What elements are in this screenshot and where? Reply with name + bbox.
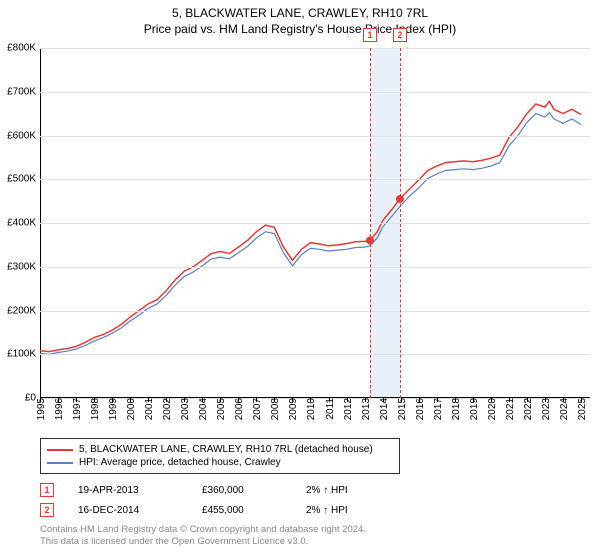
y-gridline xyxy=(40,311,590,312)
x-tick xyxy=(509,398,510,402)
legend-item: 5, BLACKWATER LANE, CRAWLEY, RH10 7RL (d… xyxy=(47,443,393,456)
sale-flag: 2 xyxy=(393,28,407,42)
footer-line: This data is licensed under the Open Gov… xyxy=(40,536,366,548)
x-tick xyxy=(347,398,348,402)
sale-date: 16-DEC-2014 xyxy=(78,505,178,516)
y-tick-label: £500K xyxy=(0,174,36,185)
chart-container: 5, BLACKWATER LANE, CRAWLEY, RH10 7RL Pr… xyxy=(0,0,600,560)
sale-vline xyxy=(400,48,401,398)
x-tick xyxy=(329,398,330,402)
x-tick xyxy=(527,398,528,402)
chart-title: 5, BLACKWATER LANE, CRAWLEY, RH10 7RL xyxy=(0,0,600,20)
x-tick xyxy=(238,398,239,402)
x-tick xyxy=(563,398,564,402)
sale-hpi-note: 2% ↑ HPI xyxy=(306,485,386,496)
x-tick xyxy=(401,398,402,402)
attribution-footer: Contains HM Land Registry data © Crown c… xyxy=(40,524,366,549)
y-gridline xyxy=(40,179,590,180)
sale-row-flag: 1 xyxy=(40,483,54,497)
sale-price: £360,000 xyxy=(202,485,282,496)
y-gridline xyxy=(40,48,590,49)
sales-table: 1 19-APR-2013 £360,000 2% ↑ HPI 2 16-DEC-2014… xyxy=(40,480,386,520)
footer-line: Contains HM Land Registry data © Crown c… xyxy=(40,524,366,536)
sale-row: 1 19-APR-2013 £360,000 2% ↑ HPI xyxy=(40,480,386,500)
legend: 5, BLACKWATER LANE, CRAWLEY, RH10 7RL (d… xyxy=(40,438,400,474)
legend-label: 5, BLACKWATER LANE, CRAWLEY, RH10 7RL (d… xyxy=(79,444,373,455)
y-tick-label: £200K xyxy=(0,305,36,316)
sale-hpi-note: 2% ↑ HPI xyxy=(306,505,386,516)
x-tick xyxy=(545,398,546,402)
legend-label: HPI: Average price, detached house, Craw… xyxy=(79,457,281,468)
x-tick xyxy=(220,398,221,402)
x-tick xyxy=(148,398,149,402)
y-gridline xyxy=(40,92,590,93)
x-tick xyxy=(292,398,293,402)
x-tick xyxy=(310,398,311,402)
series-hpi xyxy=(40,113,581,354)
sale-price: £455,000 xyxy=(202,505,282,516)
y-tick-label: £300K xyxy=(0,261,36,272)
y-tick-label: £800K xyxy=(0,43,36,54)
chart-subtitle: Price paid vs. HM Land Registry's House … xyxy=(0,20,600,36)
x-tick xyxy=(419,398,420,402)
y-tick-label: £700K xyxy=(0,86,36,97)
legend-item: HPI: Average price, detached house, Craw… xyxy=(47,456,393,469)
x-tick xyxy=(58,398,59,402)
x-tick xyxy=(491,398,492,402)
legend-swatch xyxy=(47,462,73,464)
x-tick xyxy=(383,398,384,402)
x-tick xyxy=(184,398,185,402)
x-tick xyxy=(455,398,456,402)
x-tick xyxy=(365,398,366,402)
x-tick xyxy=(76,398,77,402)
y-tick-label: £400K xyxy=(0,218,36,229)
x-tick xyxy=(130,398,131,402)
x-tick xyxy=(112,398,113,402)
x-tick xyxy=(256,398,257,402)
sale-row-flag: 2 xyxy=(40,503,54,517)
y-gridline xyxy=(40,267,590,268)
x-tick xyxy=(94,398,95,402)
x-tick xyxy=(274,398,275,402)
y-gridline xyxy=(40,223,590,224)
chart-plot: £0£100K£200K£300K£400K£500K£600K£700K£80… xyxy=(40,48,590,398)
x-tick xyxy=(202,398,203,402)
y-tick-label: £600K xyxy=(0,130,36,141)
sale-vline xyxy=(370,48,371,398)
sale-date: 19-APR-2013 xyxy=(78,485,178,496)
x-tick xyxy=(581,398,582,402)
x-tick xyxy=(166,398,167,402)
series-property xyxy=(40,101,581,351)
x-tick xyxy=(40,398,41,402)
y-tick-label: £100K xyxy=(0,349,36,360)
y-gridline xyxy=(40,354,590,355)
sale-row: 2 16-DEC-2014 £455,000 2% ↑ HPI xyxy=(40,500,386,520)
x-tick xyxy=(437,398,438,402)
y-tick-label: £0 xyxy=(0,393,36,404)
y-gridline xyxy=(40,136,590,137)
sale-flag: 1 xyxy=(363,28,377,42)
x-tick xyxy=(473,398,474,402)
legend-swatch xyxy=(47,449,73,451)
